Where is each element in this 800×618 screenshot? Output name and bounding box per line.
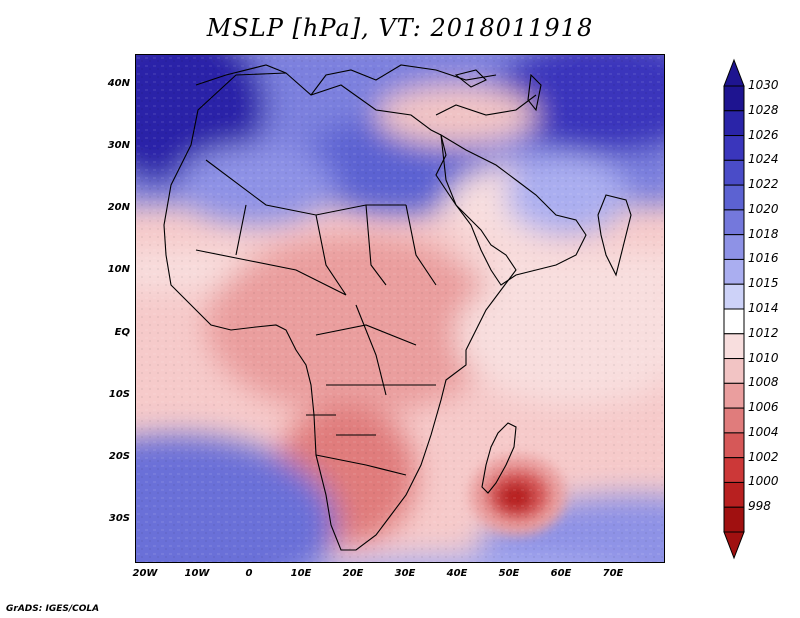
colorbar-label: 1004 (748, 424, 779, 439)
lat-label: 20N (107, 202, 130, 213)
colorbar-label: 1010 (748, 350, 779, 365)
pressure-field (136, 55, 664, 562)
colorbar-swatch (723, 333, 745, 360)
colorbar-swatch (723, 308, 745, 335)
colorbar-swatch (723, 432, 745, 459)
colorbar-label: 1012 (748, 325, 779, 340)
colorbar (723, 58, 745, 560)
lon-label: 0 (245, 568, 253, 579)
colorbar-label: 1022 (748, 177, 779, 192)
coastlines (163, 64, 632, 551)
colorbar-swatch (723, 258, 745, 285)
colorbar-swatch (723, 135, 745, 161)
colorbar-label: 1014 (748, 301, 779, 315)
colorbar-label: 1020 (748, 201, 779, 216)
lon-label: 10W (184, 568, 210, 579)
colorbar-swatch (723, 234, 745, 260)
colorbar-swatch (723, 209, 745, 236)
colorbar-bottom-arrow (723, 531, 745, 560)
lon-label: 50E (498, 568, 520, 579)
lon-label: 30E (394, 568, 416, 579)
lon-label: 20E (342, 568, 364, 579)
lat-label: EQ (114, 327, 130, 338)
colorbar-label: 1006 (748, 400, 779, 415)
colorbar-label: 1002 (748, 449, 779, 464)
colorbar-swatch (723, 457, 745, 483)
colorbar-label: 1024 (748, 152, 779, 167)
lon-label: 60E (550, 568, 572, 579)
lat-label: 30N (107, 140, 130, 151)
colorbar-label: 1030 (748, 78, 779, 92)
colorbar-swatch (723, 85, 745, 112)
lon-label: 20W (132, 568, 158, 579)
colorbar-swatch (723, 481, 745, 508)
colorbar-swatch (723, 358, 745, 384)
lat-label: 30S (108, 513, 130, 524)
colorbar-swatch (723, 283, 745, 310)
footer-credit: GrADS: IGES/COLA (6, 604, 100, 614)
colorbar-top-arrow (723, 58, 745, 87)
colorbar-label: 1018 (748, 226, 779, 241)
colorbar-swatch (723, 110, 745, 137)
colorbar-swatch (723, 382, 745, 409)
colorbar-label: 1016 (748, 251, 779, 266)
colorbar-swatch (723, 506, 745, 533)
lon-label: 10E (290, 568, 312, 579)
lon-label: 40E (446, 568, 468, 579)
colorbar-label: 1008 (748, 375, 779, 390)
pressure-map (135, 54, 665, 563)
lat-label: 10S (108, 389, 130, 400)
colorbar-swatch (723, 407, 745, 434)
colorbar-label: 1026 (748, 127, 779, 142)
lat-label: 40N (107, 78, 130, 89)
colorbar-label: 1015 (748, 276, 779, 291)
lon-label: 70E (602, 568, 624, 579)
lat-label: 10N (107, 264, 130, 275)
colorbar-label: 1000 (748, 474, 779, 489)
colorbar-label: 998 (748, 499, 771, 514)
colorbar-label: 1028 (748, 102, 779, 117)
lat-label: 20S (108, 451, 130, 462)
colorbar-swatch (723, 159, 745, 186)
colorbar-swatch (723, 184, 745, 211)
chart-title: MSLP [hPa], VT: 2018011918 (206, 14, 594, 42)
